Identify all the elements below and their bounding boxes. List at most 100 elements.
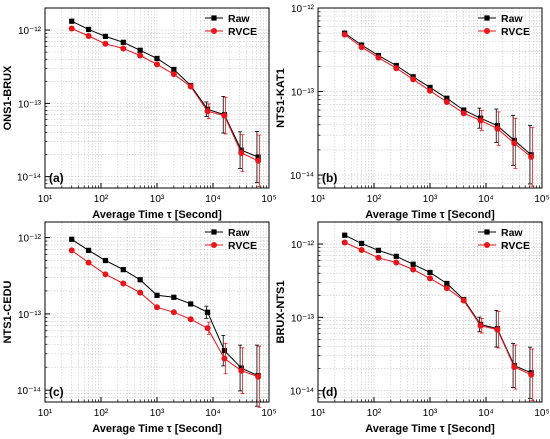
data-point (375, 254, 382, 261)
data-point (188, 301, 194, 307)
grid (45, 222, 269, 402)
data-point (511, 140, 518, 147)
panel-b: 10¹ 10² 10³ 10⁴ 10⁵ 10⁻¹⁴ 10⁻¹³ 10⁻¹² Average Ti… (275, 4, 550, 221)
data-point (85, 259, 92, 266)
y-tick-label: 10⁻¹⁴ (17, 173, 41, 184)
x-tick-label: 10⁵ (534, 408, 549, 419)
legend-marker (484, 15, 490, 21)
x-tick-label: 10⁵ (261, 408, 276, 419)
data-point (204, 325, 211, 332)
x-tick-label: 10¹ (38, 408, 53, 419)
x-tick-label: 10⁴ (478, 194, 493, 205)
data-point (170, 71, 177, 78)
data-point (102, 33, 109, 39)
data-point (528, 371, 535, 378)
x-tick-label: 10⁵ (261, 194, 276, 205)
data-point (494, 326, 501, 333)
panel-a: 10¹ 10² 10³ 10⁴ 10⁵ 10⁻¹⁴ 10⁻¹³ 10⁻¹² Average Ti… (2, 7, 277, 221)
data-point (342, 232, 348, 238)
data-point (154, 292, 160, 298)
data-point (204, 309, 211, 315)
y-axis-title: NTS1-CEDU (2, 280, 14, 343)
y-tick-label: 10⁻¹² (18, 234, 42, 245)
legend-label: RVCE (228, 240, 257, 252)
y-tick-label: 10⁻¹⁴ (17, 386, 41, 397)
x-axis-title: Average Time τ [Second] (365, 209, 495, 221)
x-tick-label: 10¹ (311, 194, 326, 205)
data-point (137, 289, 144, 296)
x-tick-label: 10³ (150, 408, 165, 419)
y-tick-label: 10⁻¹³ (18, 310, 42, 321)
data-point (255, 157, 262, 164)
panel-label: (d) (322, 385, 337, 399)
data-point (187, 83, 194, 90)
data-point (137, 52, 144, 59)
panel-label: (a) (49, 171, 64, 185)
y-tick-label: 10⁻¹⁴ (290, 171, 314, 182)
series-rvce (68, 247, 262, 408)
data-point (102, 40, 109, 47)
data-point (358, 44, 365, 51)
data-point (460, 297, 467, 304)
series-rvce (68, 25, 262, 187)
x-axis-title: Average Time τ [Second] (92, 209, 222, 221)
y-tick-label: 10⁻¹² (291, 240, 315, 251)
y-tick-label: 10⁻¹⁴ (290, 387, 314, 398)
data-point (120, 280, 127, 287)
legend-marker (484, 229, 490, 235)
data-point (444, 95, 450, 101)
x-tick-label: 10² (94, 408, 109, 419)
data-point (85, 32, 92, 39)
data-point (444, 280, 450, 287)
data-point (375, 54, 382, 61)
x-tick-label: 10³ (423, 408, 438, 419)
data-point (443, 285, 450, 292)
legend-label: Raw (501, 13, 523, 25)
data-point (410, 76, 417, 83)
grid (318, 8, 542, 188)
y-tick-label: 10⁻¹³ (291, 313, 315, 324)
y-tick-label: 10⁻¹² (291, 4, 315, 15)
legend-marker (211, 242, 217, 248)
data-point (68, 25, 75, 32)
data-point (69, 236, 75, 242)
data-point (393, 259, 400, 266)
data-point (68, 247, 75, 254)
panel-c: 10¹ 10² 10³ 10⁴ 10⁵ 10⁻¹⁴ 10⁻¹³ 10⁻¹² Average Ti… (2, 221, 277, 435)
legend-label: RVCE (501, 26, 530, 38)
x-tick-label: 10⁵ (534, 194, 549, 205)
data-point (137, 277, 143, 283)
data-point (528, 153, 535, 160)
legend-marker (211, 229, 217, 235)
data-point (120, 45, 127, 52)
data-point (238, 150, 245, 157)
x-tick-label: 10¹ (311, 408, 326, 419)
x-tick-label: 10² (94, 194, 109, 205)
data-point (341, 31, 348, 38)
data-point (393, 253, 399, 259)
series-rvce (341, 239, 535, 401)
data-point (69, 18, 75, 24)
data-point (393, 65, 400, 72)
data-point (477, 322, 484, 329)
data-point (341, 239, 348, 246)
data-point (375, 247, 382, 253)
legend-label: Raw (228, 13, 250, 25)
data-point (255, 373, 262, 380)
series-line (71, 20, 259, 158)
y-axis-title: BRUX-NTS1 (275, 281, 287, 344)
data-point (221, 348, 228, 354)
data-point (171, 66, 177, 73)
data-point (427, 275, 433, 282)
data-point (170, 309, 177, 316)
data-point (410, 266, 417, 273)
data-point (511, 364, 518, 371)
y-axis-title: NTS1-KAT1 (275, 68, 287, 128)
data-point (427, 87, 433, 94)
x-tick-label: 10² (367, 408, 382, 419)
data-point (154, 61, 160, 68)
series-line (71, 238, 259, 377)
y-axis-title: ONS1-BRUX (2, 65, 14, 130)
legend-marker (484, 28, 490, 34)
